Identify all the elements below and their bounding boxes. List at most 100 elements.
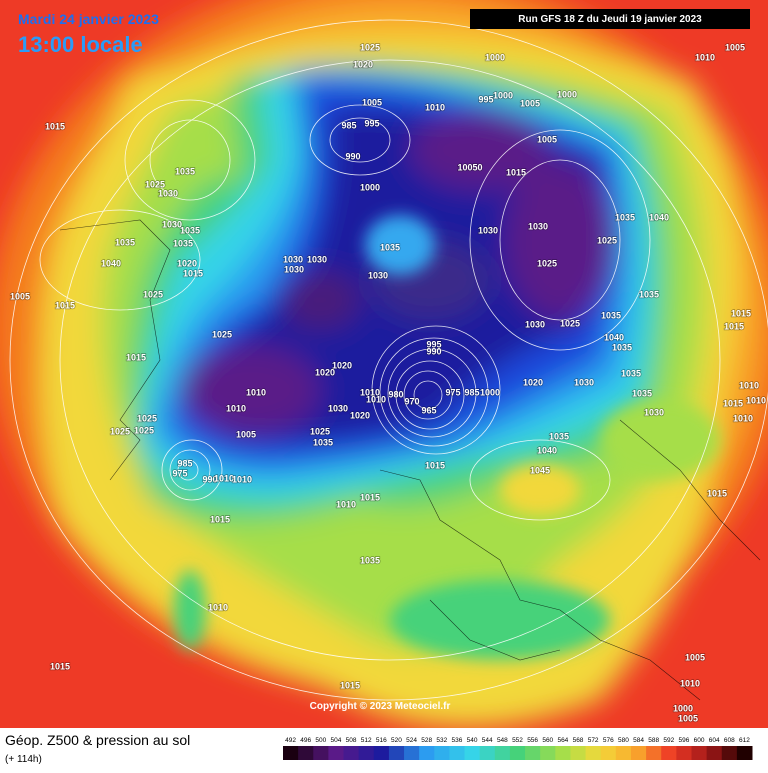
color-swatch <box>358 746 375 760</box>
pressure-label: 990 <box>426 346 441 356</box>
pressure-label: 1040 <box>101 258 121 268</box>
pressure-label: 1035 <box>115 237 135 247</box>
pressure-label: 1025 <box>360 42 380 52</box>
pressure-label: 1030 <box>284 264 304 274</box>
pressure-label: 1010 <box>336 499 356 509</box>
pressure-label: 1035 <box>601 310 621 320</box>
pressure-label: 1030 <box>307 254 327 264</box>
scale-label: 608 <box>724 737 735 744</box>
scale-label: 528 <box>421 737 432 744</box>
scale-label: 564 <box>557 737 568 744</box>
color-swatch <box>479 746 496 760</box>
scale-label: 604 <box>709 737 720 744</box>
isobars <box>9 19 768 701</box>
pressure-label: 1030 <box>328 403 348 413</box>
pressure-label: 1005 <box>362 97 382 107</box>
colorbar: 492 496 500 504 508 512 516 520 524 528 532 536 540 5… <box>283 737 753 760</box>
color-swatch <box>388 746 405 760</box>
color-swatch <box>615 746 632 760</box>
pressure-label: 1005 <box>236 429 256 439</box>
color-swatch <box>706 746 723 760</box>
color-swatch <box>509 746 526 760</box>
pressure-label: 1015 <box>707 488 727 498</box>
pressure-label: 1010 <box>733 413 753 423</box>
scale-label: 512 <box>361 737 372 744</box>
pressure-label: 1030 <box>162 219 182 229</box>
color-swatch <box>328 746 345 760</box>
pressure-label: 990 <box>345 151 360 161</box>
scale-label: 536 <box>452 737 463 744</box>
pressure-label: 1020 <box>315 367 335 377</box>
color-swatch <box>600 746 617 760</box>
pressure-label: 1000 <box>493 90 513 100</box>
scale-label: 560 <box>542 737 553 744</box>
pressure-label: 1020 <box>177 258 197 268</box>
pressure-label: 1010 <box>746 395 766 405</box>
color-swatch <box>570 746 587 760</box>
color-swatch <box>434 746 450 760</box>
pressure-label: 1000 <box>557 89 577 99</box>
color-swatch <box>691 746 708 760</box>
pressure-label: 1010 <box>360 387 380 397</box>
pressure-label: 995 <box>364 118 379 128</box>
pressure-label: 1015 <box>183 268 203 278</box>
pressure-label: 995 <box>426 339 441 349</box>
pressure-label: 1025 <box>310 426 330 436</box>
pressure-label: 1030 <box>574 377 594 387</box>
scale-label: 516 <box>376 737 387 744</box>
pressure-label: 1015 <box>724 321 744 331</box>
pressure-label: 1005 <box>10 291 30 301</box>
pressure-label: 1025 <box>134 425 154 435</box>
pressure-label: 1020 <box>353 59 373 69</box>
pressure-label: 1010 <box>208 602 228 612</box>
pressure-label: 1015 <box>340 680 360 690</box>
color-swatch <box>585 746 602 760</box>
pressure-label: 1020 <box>332 360 352 370</box>
pressure-label: 1030 <box>368 270 388 280</box>
pressure-label: 1010 <box>226 403 246 413</box>
scale-label: 540 <box>467 737 478 744</box>
pressure-label: 1020 <box>350 410 370 420</box>
pressure-label: 1025 <box>537 258 557 268</box>
pressure-label: 1035 <box>175 166 195 176</box>
pressure-label: 1030 <box>478 225 498 235</box>
pressure-label: 1015 <box>210 514 230 524</box>
pressure-label: 1015 <box>126 352 146 362</box>
pressure-label: 975 <box>445 387 460 397</box>
pressure-label: 1025 <box>212 329 232 339</box>
color-swatch <box>283 746 299 760</box>
pressure-label: 1010 <box>214 473 234 483</box>
run: Run GFS 18 Z du Jeudi 19 janvier 2023 <box>518 14 702 25</box>
pressure-label: 1015 <box>425 460 445 470</box>
color-swatch <box>298 746 314 760</box>
pressure-label: 10050 <box>457 162 482 172</box>
color-swatch <box>404 746 420 760</box>
pressure-label: 985 <box>341 120 356 130</box>
scale-label: 596 <box>678 737 689 744</box>
color-swatch <box>630 746 647 760</box>
scale-label: 580 <box>618 737 629 744</box>
color-swatch <box>449 746 466 760</box>
pressure-label: 1040 <box>604 332 624 342</box>
scale-label: 576 <box>603 737 614 744</box>
color-swatch <box>736 746 753 760</box>
scale-label: 508 <box>346 737 357 744</box>
coastlines <box>59 219 761 701</box>
pressure-label: 995 <box>478 94 493 104</box>
pressure-label: 1000 <box>480 387 500 397</box>
pressure-label: 1035 <box>380 242 400 252</box>
pressure-label: 1005 <box>685 652 705 662</box>
pressure-label: 1025 <box>143 289 163 299</box>
scale-label: 588 <box>648 737 659 744</box>
pressure-label: 965 <box>421 405 436 415</box>
color-swatch <box>525 746 541 760</box>
pressure-label: 1035 <box>360 555 380 565</box>
pressure-label: 1040 <box>649 212 669 222</box>
pressure-label: 1020 <box>523 377 543 387</box>
date: Mardi 24 janvier 2023 <box>18 11 159 27</box>
pressure-label: 1010 <box>425 102 445 112</box>
color-swatch <box>313 746 329 760</box>
pressure-label: 1005 <box>537 134 557 144</box>
color-swatch <box>540 746 556 760</box>
